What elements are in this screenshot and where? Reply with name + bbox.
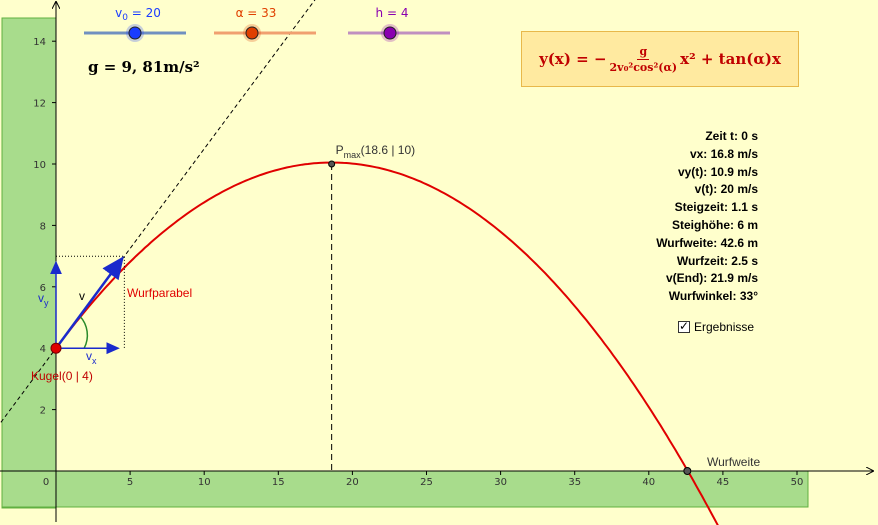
slider-label-0: v0 = 20 <box>115 6 161 23</box>
v-arrow <box>54 256 124 349</box>
vy-label: vy <box>38 291 49 308</box>
slider-knob-2[interactable] <box>383 26 397 40</box>
y-tick-label: 8 <box>40 221 46 232</box>
y-tick-label: 4 <box>40 344 46 355</box>
results-panel: Zeit t: 0 s vx: 16.8 m/s vy(t): 10.9 m/s… <box>656 128 758 306</box>
ergebnisse-checkbox-label[interactable]: Ergebnisse <box>694 320 755 334</box>
launch-platform <box>1 17 57 509</box>
result-steighoehe: Steighöhe: 6 m <box>671 217 758 232</box>
slider-knob-0[interactable] <box>128 26 142 40</box>
x-tick-label: 15 <box>272 477 285 488</box>
x-tick-label: 45 <box>717 477 730 488</box>
y-tick-label: 10 <box>33 160 46 171</box>
x-tick-label: 30 <box>494 477 507 488</box>
x-tick-label: 0 <box>43 477 49 488</box>
slider-label-1: α = 33 <box>236 6 277 20</box>
v-label: v <box>79 289 85 303</box>
x-tick-label: 40 <box>642 477 655 488</box>
trajectory-parabola <box>55 161 719 525</box>
formula-denominator: 2v₀²cos²(α) <box>609 60 678 74</box>
formula-numerator: g <box>637 44 650 60</box>
angle-arc <box>79 315 89 349</box>
result-steigzeit: Steigzeit: 1.1 s <box>674 200 758 215</box>
result-time: Zeit t: 0 s <box>705 129 758 143</box>
tangent-line <box>0 0 316 425</box>
ground-areas <box>1 17 809 509</box>
x-tick-label: 50 <box>791 477 804 488</box>
ergebnisse-checkbox-row[interactable]: Ergebnisse <box>678 319 755 334</box>
formula-lhs: y(x) = − <box>539 50 607 68</box>
formula-box: y(x) = − g 2v₀²cos²(α) x² + tan(α)x <box>521 31 799 87</box>
gravity-constant: g = 9, 81m/s² <box>88 58 200 76</box>
wurfweite-point[interactable] <box>683 467 692 475</box>
x-tick-label: 10 <box>198 477 211 488</box>
slider-knob-1[interactable] <box>245 26 259 40</box>
kugel-point[interactable] <box>50 342 62 354</box>
formula-fraction: g 2v₀²cos²(α) <box>610 45 678 74</box>
result-v: v(t): 20 m/s <box>694 182 758 197</box>
component-rect <box>56 255 125 349</box>
y-tick-label: 2 <box>40 406 46 417</box>
pmax-label: Pmax(18.6 | 10) <box>336 143 416 160</box>
x-tick-label: 20 <box>346 477 359 488</box>
x-tick-label: 35 <box>568 477 581 488</box>
result-wurfwinkel: Wurfwinkel: 33° <box>668 289 758 304</box>
wurfweite-label: Wurfweite <box>707 455 760 469</box>
y-tick-label: 14 <box>33 37 46 48</box>
formula-rhs: x² + tan(α)x <box>680 50 781 68</box>
kugel-label: Kugel(0 | 4) <box>31 369 93 383</box>
result-v-end: v(End): 21.9 m/s <box>665 271 758 286</box>
x-tick-label: 25 <box>420 477 433 488</box>
projectile-geometry: Pmax(18.6 | 10) Wurfparabel Kugel(0 | 4) Wu… <box>0 0 760 525</box>
trajectory-formula: y(x) = − g 2v₀²cos²(α) x² + tan(α)x <box>522 32 798 86</box>
vx-label: vx <box>86 349 97 366</box>
slider-label-2: h = 4 <box>376 6 409 20</box>
y-tick-label: 6 <box>40 283 46 294</box>
pmax-point[interactable] <box>328 160 336 168</box>
ground-strip <box>1 470 809 508</box>
y-tick-label: 12 <box>33 99 46 110</box>
result-wurfzeit: Wurfzeit: 2.5 s <box>676 253 758 268</box>
x-tick-label: 5 <box>127 477 133 488</box>
result-vx: vx: 16.8 m/s <box>689 146 758 161</box>
result-wurfweite: Wurfweite: 42.6 m <box>656 235 758 250</box>
wurfparabel-label: Wurfparabel <box>127 286 192 300</box>
result-vy: vy(t): 10.9 m/s <box>677 164 758 179</box>
ergebnisse-checkbox[interactable] <box>678 319 690 333</box>
